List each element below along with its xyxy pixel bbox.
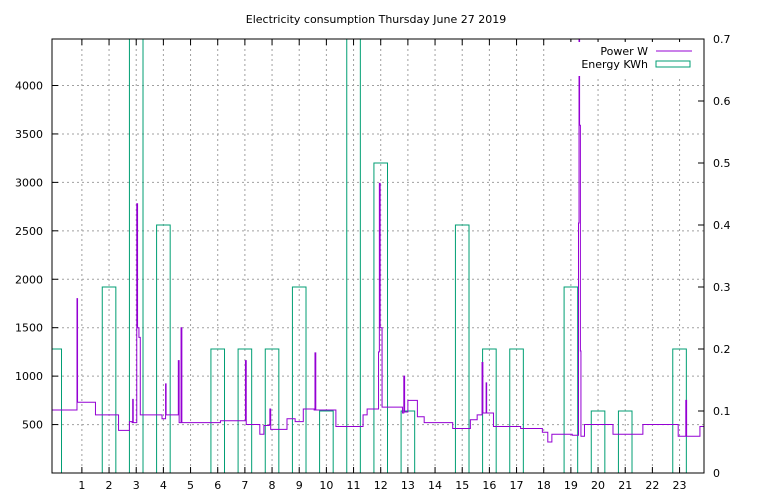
y2-tick-label: 0.7: [713, 33, 731, 46]
x-tick-label: 18: [537, 479, 551, 492]
y-tick-label: 2500: [15, 225, 43, 238]
x-tick-label: 7: [241, 479, 248, 492]
chart-title: Electricity consumption Thursday June 27…: [246, 13, 506, 26]
y-tick-label: 4000: [15, 80, 43, 93]
y-tick-label: 500: [22, 419, 43, 432]
grid-layer: [52, 39, 704, 473]
x-tick-label: 20: [591, 479, 605, 492]
x-tick-label: 19: [564, 479, 578, 492]
x-tick-label: 13: [401, 479, 415, 492]
x-tick-label: 11: [347, 479, 361, 492]
x-tick-label: 5: [187, 479, 194, 492]
y2-tick-label: 0.4: [713, 219, 731, 232]
x-tick-label: 9: [296, 479, 303, 492]
legend-background: [548, 42, 698, 76]
energy-series: [51, 38, 687, 474]
y-tick-label: 2000: [15, 273, 43, 286]
x-tick-label: 23: [673, 479, 687, 492]
y2-tick-label: 0.3: [713, 281, 731, 294]
legend: Power W Energy KWh: [548, 42, 698, 76]
x-tick-label: 14: [428, 479, 442, 492]
y2-tick-label: 0: [713, 467, 720, 480]
axis-ticks: 1 2 3 4 5 6 7 8 9 10 11 12 13 14 15 16 17 18 19 20 21 22 23500…: [15, 33, 731, 492]
x-tick-label: 8: [269, 479, 276, 492]
x-tick-label: 4: [160, 479, 167, 492]
x-tick-label: 2: [106, 479, 113, 492]
y-tick-label: 3000: [15, 176, 43, 189]
x-tick-label: 15: [455, 479, 469, 492]
x-tick-label: 22: [645, 479, 659, 492]
y2-tick-label: 0.2: [713, 343, 731, 356]
x-tick-label: 10: [319, 479, 333, 492]
power-line: [52, 38, 704, 443]
y-tick-label: 1500: [15, 322, 43, 335]
y2-tick-label: 0.6: [713, 95, 731, 108]
legend-swatch-energy: [655, 60, 691, 68]
x-tick-label: 21: [618, 479, 632, 492]
y2-tick-label: 0.5: [713, 157, 731, 170]
x-tick-label: 1: [78, 479, 85, 492]
y-tick-label: 1000: [15, 370, 43, 383]
x-tick-label: 3: [133, 479, 140, 492]
x-tick-label: 17: [510, 479, 524, 492]
y2-tick-label: 0.1: [713, 405, 731, 418]
x-tick-label: 6: [214, 479, 221, 492]
legend-label-energy: Energy KWh: [581, 58, 648, 71]
y-tick-label: 3500: [15, 128, 43, 141]
x-tick-label: 12: [374, 479, 388, 492]
legend-label-power: Power W: [600, 45, 648, 58]
x-tick-label: 16: [482, 479, 496, 492]
power-series: [52, 38, 704, 443]
energy-bar: [51, 348, 63, 474]
plot-frame: [51, 38, 705, 474]
